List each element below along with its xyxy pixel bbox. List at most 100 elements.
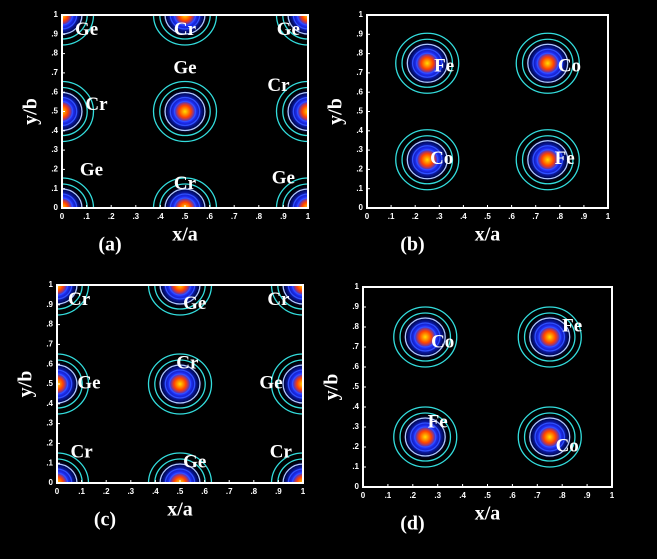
y-tick-label: .1 [51,184,58,193]
y-tick-label: .2 [352,442,359,451]
contour-line [409,322,441,352]
x-tick-label: 1 [306,212,311,221]
contour-line [515,129,580,191]
atom-label: Co [431,331,454,352]
x-tick-label: .5 [177,487,184,496]
x-tick-label: 1 [610,491,615,500]
y-tick-label: 0 [359,203,364,212]
y-tick-label: .9 [46,300,53,309]
x-tick-label: 1 [606,212,611,221]
contour-line [404,317,446,357]
atom-label: Fe [555,148,575,169]
contour-line [147,452,213,483]
y-tick-label: 1 [54,10,59,19]
contour-line [409,422,441,452]
peak [57,452,90,483]
y-tick-label: .6 [356,87,363,96]
contour-line [291,373,303,395]
contour-line [401,135,454,185]
contour-line [152,177,218,208]
contour-line [168,472,192,483]
peak-fill [62,87,86,136]
atom-label: Ge [272,167,295,188]
x-tick-label: .9 [280,212,287,221]
atom-label: Cr [267,75,290,96]
contour-line [62,80,95,143]
y-tick-label: .3 [51,145,58,154]
peak [57,353,90,415]
y-tick-label: .3 [352,422,359,431]
peak [62,15,95,46]
contour-line [414,426,437,448]
contour-line [406,140,448,180]
contour-line [404,417,446,457]
contour-line [164,369,196,399]
contour-line [395,129,460,191]
x-tick-label: .4 [152,487,159,496]
peak [147,285,213,316]
contour-line [159,463,201,483]
y-axis-label: y/b [321,374,343,401]
peak-fill [525,413,574,461]
atom-label: Ge [80,160,103,181]
y-tick-label: .8 [46,320,53,329]
x-tick-label: .7 [231,212,238,221]
contour-line [169,193,201,208]
contour-line [152,15,218,46]
x-tick-label: .6 [201,487,208,496]
x-tick-label: .8 [556,212,563,221]
peak [152,177,218,208]
y-tick-label: .5 [352,382,359,391]
contour-line [159,15,211,40]
x-tick-label: .9 [584,491,591,500]
contour-line [416,52,439,74]
x-tick-label: .3 [127,487,134,496]
contour-line [164,188,206,208]
contour-line [296,100,308,123]
contour-line [173,100,197,123]
y-tick-label: .9 [356,29,363,38]
x-tick-label: .4 [459,491,466,500]
contour-line [523,312,576,362]
x-tick-label: .8 [255,212,262,221]
contour-line [57,373,69,395]
contour-line [416,149,439,171]
y-tick-label: .8 [356,49,363,58]
contour-line [168,285,192,296]
peak-fill [523,39,572,88]
y-tick-label: .7 [51,68,58,77]
peak-fill [57,360,81,408]
x-axis-label: x/a [475,503,501,525]
contour-line [536,52,559,74]
x-tick-label: .8 [559,491,566,500]
x-tick-label: .5 [484,491,491,500]
panel-caption: (a) [98,234,121,256]
y-tick-label: 0 [54,203,59,212]
x-tick-label: .8 [250,487,257,496]
peak [147,452,213,483]
x-tick-label: .1 [83,212,90,221]
panel: 0 .1 .2 .3 .4 .5 .6 .7 .8 .9 1 0 .1 .2 .3 .4 .5 .6 .7 .8 .9 1… [321,282,615,534]
contour-line [164,91,206,132]
atom-label: Fe [434,55,454,76]
x-tick-label: 0 [365,212,370,221]
x-tick-label: .9 [581,212,588,221]
peak [517,406,582,468]
x-tick-label: .7 [532,212,539,221]
contour-line [414,326,437,348]
y-tick-label: .8 [51,49,58,58]
y-axis-label: y/b [20,98,42,125]
peak [62,80,95,143]
peak [395,129,460,191]
peak-fill [161,87,209,136]
contour-line [393,306,458,368]
x-tick-label: 0 [361,491,366,500]
contour-line [532,48,564,78]
peak [515,129,580,191]
contour-line [169,15,201,30]
peak-fill [401,313,450,361]
peak [393,406,458,468]
y-tick-label: .5 [356,107,363,116]
x-axis-label: x/a [167,499,193,521]
